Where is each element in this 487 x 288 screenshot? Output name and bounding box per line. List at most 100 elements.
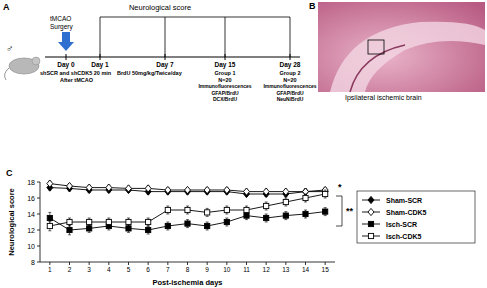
x-tick-label: 7 <box>166 266 170 273</box>
panel-b: BIpsilateral ischemic brain <box>309 1 485 102</box>
figure: ANeurological scoretMCAOSurgery♂Day 0Day… <box>0 0 487 288</box>
data-point <box>146 227 151 232</box>
data-point <box>264 215 269 220</box>
x-tick-label: 2 <box>68 266 72 273</box>
score-bracket <box>290 17 291 57</box>
legend-box <box>357 191 475 243</box>
legend-marker <box>368 221 373 226</box>
legend: Sham-SCR Sham-CDK5 Isch-SCR Isch-CDK5 <box>357 191 475 243</box>
x-tick <box>69 262 70 265</box>
data-point <box>323 209 328 214</box>
data-point <box>283 188 289 195</box>
data-point <box>224 186 230 193</box>
legend-label: Sham-SCR <box>386 197 422 204</box>
y-tick-label: 8 <box>31 259 35 266</box>
surgery-label: tMCAO <box>50 15 71 22</box>
data-point <box>283 199 288 204</box>
mouse-icon <box>9 58 39 74</box>
histology-image <box>350 45 405 92</box>
header: Neurological score <box>129 3 191 12</box>
x-tick <box>187 262 188 265</box>
y-tick <box>37 262 40 263</box>
x-tick <box>246 262 247 265</box>
significance-mark: * <box>338 182 342 192</box>
x-tick-label: 14 <box>302 266 310 273</box>
histology-image <box>318 2 485 92</box>
x-tick <box>285 262 286 265</box>
x-tick <box>128 262 129 265</box>
x-tick-label: 3 <box>87 266 91 273</box>
y-tick-label: 12 <box>27 227 35 234</box>
x-tick <box>207 262 208 265</box>
data-point <box>224 207 229 212</box>
day-label: Day 0 <box>57 61 75 69</box>
data-point <box>47 215 52 220</box>
x-tick-label: 10 <box>223 266 231 273</box>
data-point <box>47 180 53 187</box>
data-point <box>185 207 190 212</box>
x-tick-label: 6 <box>146 266 150 273</box>
day-label: Day 15 <box>215 61 236 69</box>
x-tick-label: 13 <box>282 266 290 273</box>
x-axis-title: Post-ischemia days <box>152 278 222 287</box>
group-name: Group 2 <box>279 70 300 76</box>
data-point <box>87 219 92 224</box>
data-point <box>205 223 210 228</box>
group-name: Group 1 <box>214 70 235 76</box>
y-tick <box>37 230 40 231</box>
significance-mark: ** <box>346 206 354 216</box>
x-tick <box>226 262 227 265</box>
mouse-icon <box>5 68 9 80</box>
score-bracket <box>165 17 166 57</box>
data-point <box>165 186 171 193</box>
x-tick-label: 8 <box>186 266 190 273</box>
y-tick-label: 18 <box>27 179 35 186</box>
y-tick <box>37 214 40 215</box>
group-n: N=20 <box>218 77 231 83</box>
region-box <box>368 40 384 54</box>
data-point <box>126 226 131 231</box>
data-point <box>185 186 191 193</box>
y-tick-label: 16 <box>27 195 35 202</box>
data-point <box>146 219 151 224</box>
day-label: Day 7 <box>156 61 174 69</box>
surgery-arrow <box>58 32 74 51</box>
panel-label: C <box>6 168 13 178</box>
legend-label: Isch-CDK5 <box>386 233 422 240</box>
group-stain: Immunofluorescences <box>263 83 316 89</box>
injection-label: shSCR and shCDK5 20 min <box>40 70 112 76</box>
y-tick-label: 14 <box>27 211 35 218</box>
data-point <box>106 184 112 191</box>
score-bracket <box>100 17 225 57</box>
legend-label: Sham-CDK5 <box>386 209 427 216</box>
x-tick-label: 12 <box>263 266 271 273</box>
y-tick <box>37 182 40 183</box>
panel-c: C81012141618123456789101112131415Post-is… <box>6 168 475 287</box>
timeline <box>45 57 300 58</box>
group-n: N=20 <box>283 77 296 83</box>
data-point <box>67 182 73 189</box>
timeline-tick <box>66 54 67 60</box>
data-point <box>67 219 72 224</box>
data-point <box>67 227 72 232</box>
day-label: Day 1 <box>91 61 109 69</box>
legend-marker <box>368 208 374 215</box>
y-axis-title: Neurological score <box>7 188 16 256</box>
group-stain: NeuN/BrdU <box>277 96 304 102</box>
x-tick-label: 4 <box>107 266 111 273</box>
x-tick <box>49 262 50 265</box>
mouse-icon <box>32 57 40 65</box>
panel-a: ANeurological scoretMCAOSurgery♂Day 0Day… <box>3 2 317 102</box>
x-tick-label: 15 <box>322 266 330 273</box>
data-point <box>165 223 170 228</box>
surgery-label: Surgery <box>50 23 74 31</box>
data-point <box>86 184 92 191</box>
data-point <box>264 203 269 208</box>
x-tick <box>89 262 90 265</box>
injection-label: After tMCAO <box>60 77 94 83</box>
group-stain: Immunofluorescences <box>198 83 251 89</box>
x-tick <box>108 262 109 265</box>
legend-label: Isch-SCR <box>386 221 417 228</box>
data-point <box>87 226 92 231</box>
x-tick-label: 1 <box>48 266 52 273</box>
